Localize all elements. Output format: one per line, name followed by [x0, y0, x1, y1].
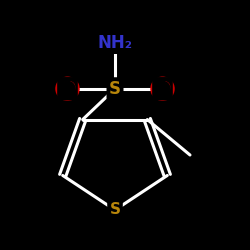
- Circle shape: [155, 81, 170, 96]
- Text: S: S: [110, 202, 120, 218]
- Circle shape: [60, 81, 75, 96]
- Text: O: O: [60, 80, 75, 98]
- Text: NH₂: NH₂: [98, 34, 132, 52]
- Text: O: O: [155, 80, 170, 98]
- Text: S: S: [109, 80, 121, 98]
